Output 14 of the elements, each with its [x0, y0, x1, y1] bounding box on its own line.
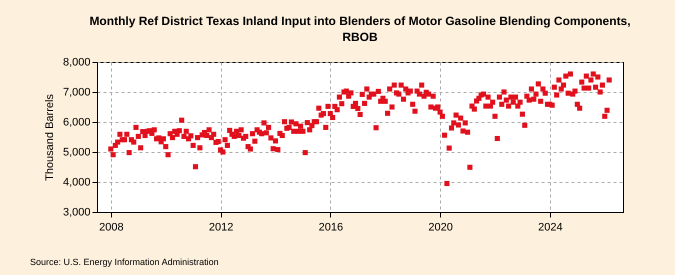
x-tick-label: 2012: [208, 222, 234, 234]
y-tick-label: 6,000: [62, 116, 90, 128]
x-tick-label: 2016: [318, 222, 344, 234]
x-tick-label: 2020: [428, 222, 453, 234]
chart-title: Monthly Ref District Texas Inland Input into Blenders of Motor Gasoline Blending Components, RBOB: [89, 14, 631, 44]
y-axis-title: Thousand Barrels: [44, 94, 56, 181]
y-tick-label: 7,000: [62, 86, 90, 98]
x-tick-label: 2008: [99, 222, 124, 234]
y-tick-label: 3,000: [62, 206, 90, 218]
x-tick-label: 2024: [538, 222, 563, 234]
y-tick-label: 5,000: [62, 146, 90, 158]
y-tick-label: 8,000: [62, 56, 90, 68]
source-note: Source: U.S. Energy Information Administration: [30, 257, 219, 267]
y-tick-label: 4,000: [62, 176, 90, 188]
